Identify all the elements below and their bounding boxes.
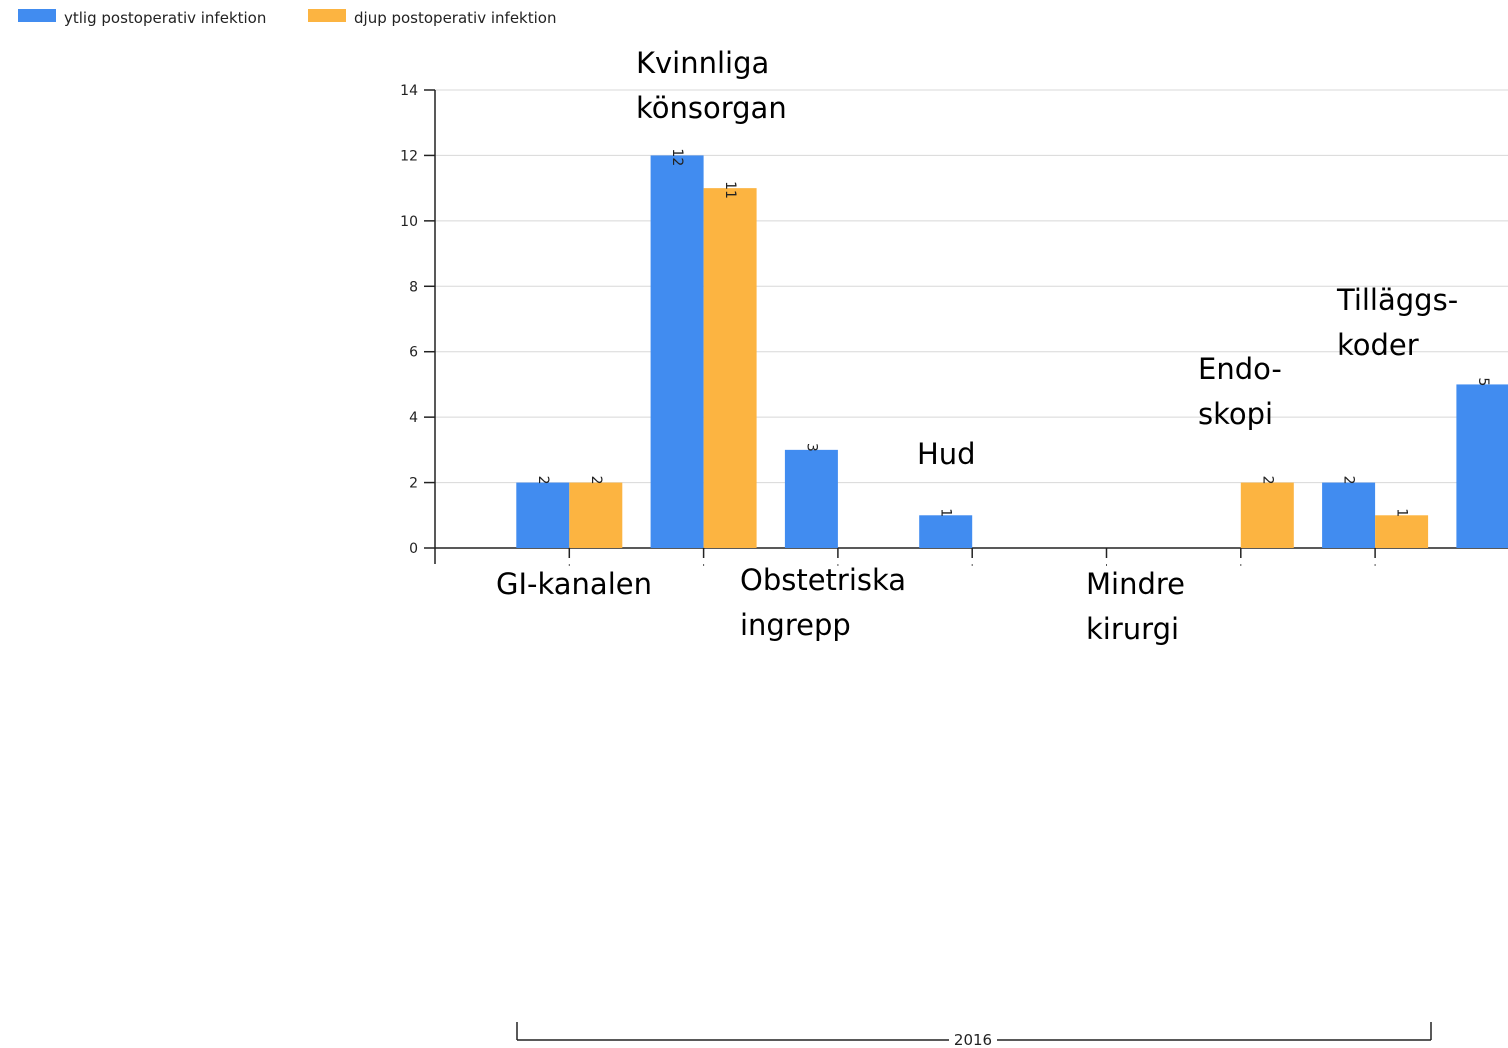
legend-label-0: ytlig postoperativ infektion — [64, 9, 266, 27]
category-label-1-0: Kvinnliga — [636, 46, 769, 80]
value-label-1-5: 2 — [1259, 476, 1275, 485]
bar-0-1 — [650, 155, 704, 548]
bar-0-3 — [919, 515, 973, 548]
bar-0-7 — [1456, 384, 1508, 548]
bar-1-1 — [703, 188, 757, 548]
value-label-0-1: 12 — [669, 148, 685, 166]
value-label-0-2: 3 — [803, 443, 819, 452]
legend-swatch-1 — [308, 9, 346, 22]
bar-0-6 — [1322, 482, 1376, 548]
y-tick-label: 14 — [400, 83, 418, 99]
y-tick-label: 0 — [409, 541, 418, 557]
value-label-0-0: 2 — [535, 476, 551, 485]
value-label-1-6: 1 — [1394, 508, 1410, 517]
y-tick-label: 6 — [409, 345, 418, 361]
value-label-1-0: 2 — [588, 476, 604, 485]
category-label-0-0: GI-kanalen — [496, 567, 652, 601]
bar-1-0 — [569, 482, 623, 548]
legend-swatch-0 — [18, 9, 56, 22]
y-tick-label: 2 — [409, 476, 418, 492]
category-label-6-0: Endo- — [1198, 352, 1282, 386]
y-tick-label: 8 — [409, 279, 418, 295]
category-label-5-0: Mindre — [1086, 567, 1185, 601]
bar-1-6 — [1375, 515, 1429, 548]
category-label-2-1: ingrepp — [740, 608, 851, 642]
group-label: 2016 — [954, 1031, 992, 1048]
category-label-7-0: Tilläggs- — [1336, 283, 1458, 317]
bar-1-5 — [1240, 482, 1294, 548]
category-label-7-1: koder — [1337, 328, 1419, 362]
bar-0-0 — [516, 482, 570, 548]
category-label-3-0: Hud — [917, 437, 976, 471]
legend-label-1: djup postoperativ infektion — [354, 9, 556, 27]
value-label-1-1: 11 — [722, 181, 738, 199]
category-label-2-0: Obstetriska — [740, 563, 906, 597]
y-tick-label: 10 — [400, 214, 418, 230]
value-label-0-6: 2 — [1341, 476, 1357, 485]
category-label-5-1: kirurgi — [1086, 612, 1179, 646]
bar-0-2 — [784, 449, 838, 548]
value-label-0-7: 5 — [1475, 377, 1491, 386]
category-label-1-1: könsorgan — [636, 91, 787, 125]
y-tick-label: 4 — [409, 410, 418, 426]
category-label-6-1: skopi — [1198, 397, 1273, 431]
y-tick-label: 12 — [400, 148, 418, 164]
value-label-0-3: 1 — [938, 508, 954, 517]
